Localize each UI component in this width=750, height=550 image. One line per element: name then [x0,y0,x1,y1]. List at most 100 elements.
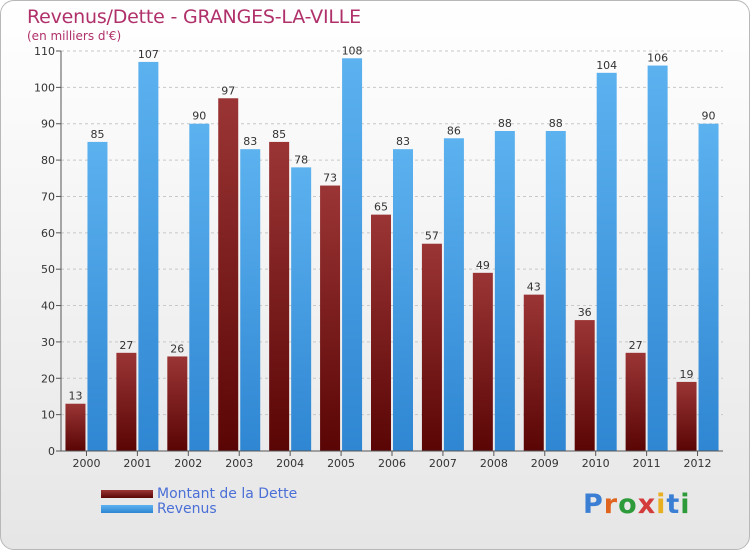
value-labels: 13 85 27 107 26 90 97 83 85 78 73 108 65 83 57 86 49 88 43… [68,44,715,402]
chart-subtitle: (en milliers d'€) [27,29,122,43]
bar-debt [676,381,697,451]
bar-debt-label: 27 [629,339,643,352]
logo-letter: i [656,489,667,520]
x-tick-label: 2006 [378,457,406,470]
bar-debt-label: 27 [119,339,133,352]
bar-revenus-label: 88 [498,117,512,130]
legend-label-debt: Montant de la Dette [157,485,298,502]
bar-revenus-label: 104 [596,59,617,72]
bar-debt [472,272,493,451]
bar-debt-label: 73 [323,172,337,185]
bar-revenus [596,72,617,452]
bar-debt-label: 57 [425,230,439,243]
legend-swatch-revenus [101,504,153,513]
bar-debt [371,214,391,451]
bar-debt [269,141,290,451]
chart-title: Revenus/Dette - GRANGES-LA-VILLE [27,6,361,28]
bar-debt [116,352,137,451]
y-tick-label: 80 [41,154,55,167]
x-tick-label: 2001 [123,457,151,470]
bar-debt-label: 26 [170,342,184,355]
bar-debt-label: 36 [578,306,592,319]
bar-revenus [240,149,261,451]
legend-swatch-debt [101,489,153,498]
bar-debt-label: 49 [476,259,490,272]
x-tick-label: 2007 [429,457,457,470]
x-tick-label: 2012 [684,457,712,470]
bar-revenus-label: 90 [192,110,206,123]
bar-debt-label: 65 [374,201,388,214]
bar-revenus [494,131,515,451]
bar-revenus-label: 85 [90,128,104,141]
legend-item-revenus: Revenus [101,500,297,517]
bar-revenus-label: 108 [342,44,363,57]
x-tick-label: 2004 [276,457,304,470]
bar-debt-label: 85 [272,128,286,141]
x-tick-label: 2000 [72,457,100,470]
bar-debt [523,294,544,451]
logo-letter: r [603,489,619,520]
logo-letter: P [583,489,604,520]
bar-debt [625,352,646,451]
bar-revenus-label: 78 [294,153,308,166]
x-tick-label: 2003 [225,457,253,470]
bar-revenus-label: 90 [702,110,716,123]
bar-debt [421,243,442,451]
bar-debt [65,403,86,451]
bar-debt-label: 43 [527,281,541,294]
bars [65,58,719,452]
logo-letter: i [680,489,691,520]
bar-debt [320,185,341,451]
y-tick-label: 50 [41,263,55,276]
logo-letter: o [618,489,638,520]
bar-revenus [87,141,108,451]
x-tick-label: 2011 [633,457,661,470]
axes: 0 10 20 30 40 50 60 70 80 90 100 110 2000 2001 2002 200… [34,45,723,470]
bar-revenus [138,61,159,452]
bar-revenus [342,58,363,451]
legend: Montant de la Dette Revenus [101,485,298,517]
y-tick-label: 60 [41,227,55,240]
bar-revenus [443,138,464,452]
bar-revenus-label: 106 [647,52,668,65]
bar-revenus-label: 86 [447,124,461,137]
y-tick-label: 10 [41,409,55,422]
bar-revenus [189,123,210,452]
bar-revenus [291,167,312,451]
legend-item-debt: Montant de la Dette [101,485,298,502]
bar-debt-label: 19 [680,368,694,381]
bar-revenus [698,123,719,452]
y-tick-label: 30 [41,336,55,349]
legend-label-revenus: Revenus [157,500,217,517]
y-tick-label: 40 [41,300,55,313]
bar-revenus [545,131,566,451]
x-tick-label: 2005 [327,457,355,470]
bar-debt [167,356,188,451]
x-tick-label: 2008 [480,457,508,470]
bar-revenus-label: 83 [396,135,410,148]
bar-revenus [647,65,668,451]
logo-letter: t [666,489,681,520]
bar-debt [218,98,239,451]
bar-revenus-label: 83 [243,135,257,148]
y-tick-label: 110 [34,45,55,58]
y-tick-label: 90 [41,118,55,131]
logo-letter: x [637,489,657,520]
y-tick-label: 0 [48,445,55,458]
bar-revenus [393,149,413,451]
bar-revenus-label: 107 [138,48,159,61]
bar-revenus-label: 88 [549,117,563,130]
bar-debt [574,320,595,451]
bar-debt-label: 13 [68,390,82,403]
proxiti-logo: Proxiti [583,489,691,520]
x-tick-label: 2002 [174,457,202,470]
y-tick-label: 100 [34,81,55,94]
y-tick-label: 70 [41,190,55,203]
x-tick-label: 2010 [582,457,610,470]
y-tick-label: 20 [41,372,55,385]
gridlines [61,50,723,452]
bar-debt-label: 97 [221,84,235,97]
x-tick-label: 2009 [531,457,559,470]
